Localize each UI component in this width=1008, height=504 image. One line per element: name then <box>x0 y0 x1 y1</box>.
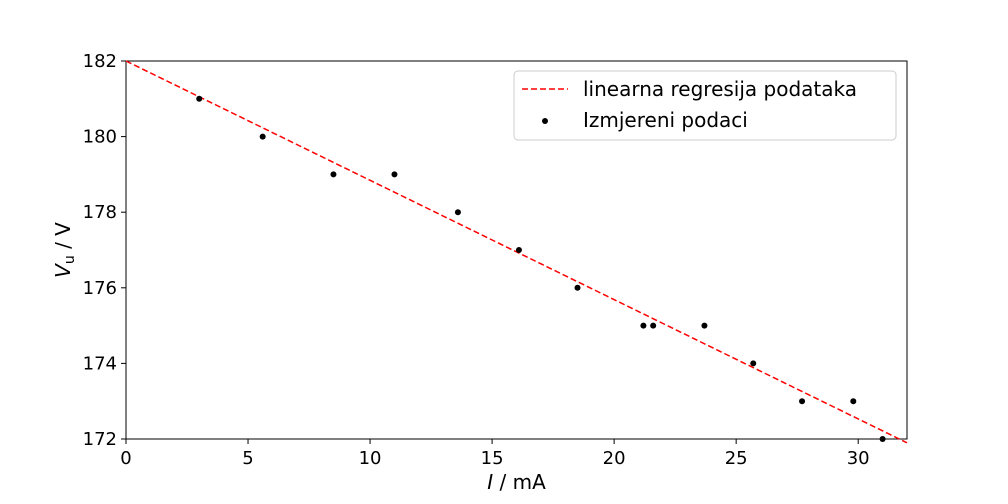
legend-measured-swatch <box>542 118 548 124</box>
x-axis-label-unit: / mA <box>493 470 546 494</box>
y-tick-label: 182 <box>83 51 117 72</box>
data-point <box>574 284 581 291</box>
y-axis-label-unit: / V <box>51 222 75 255</box>
data-point <box>701 322 708 329</box>
data-point <box>259 133 266 140</box>
data-point <box>850 398 857 405</box>
data-point <box>515 247 522 253</box>
regression-line <box>125 60 908 444</box>
data-point <box>650 322 657 329</box>
y-tick-label: 180 <box>83 127 117 148</box>
x-tick-label: 10 <box>359 448 382 469</box>
y-axis-label-symbol: V <box>51 263 75 278</box>
x-tick-label: 20 <box>603 448 626 469</box>
x-tick-label: 30 <box>847 448 870 469</box>
data-point <box>750 360 757 367</box>
legend: linearna regresija podataka Izmjereni po… <box>513 70 897 141</box>
plot-area: 0 5 10 15 20 25 30 172 174 176 178 180 182 <box>83 51 908 469</box>
x-tick-label: 15 <box>481 448 504 469</box>
legend-regression-label: linearna regresija podataka <box>583 77 857 101</box>
x-tick-label: 0 <box>120 448 131 469</box>
y-tick-label: 176 <box>83 278 117 299</box>
legend-measured-label: Izmjereni podaci <box>583 108 748 132</box>
y-axis-label-subscript: u <box>62 255 78 264</box>
x-axis-ticks: 0 5 10 15 20 25 30 <box>120 439 870 469</box>
plot-frame <box>125 60 908 440</box>
data-point <box>640 322 647 329</box>
y-axis-ticks: 172 174 176 178 180 182 <box>83 51 126 450</box>
data-point <box>330 171 337 178</box>
data-point <box>391 171 398 178</box>
x-tick-label: 25 <box>725 448 748 469</box>
series-layer <box>125 60 908 444</box>
data-point <box>454 209 461 216</box>
y-tick-label: 172 <box>83 429 117 450</box>
data-point <box>799 398 806 405</box>
x-axis-label-symbol: I <box>487 470 493 494</box>
legend-box <box>513 70 897 141</box>
data-point <box>879 436 886 442</box>
y-tick-label: 174 <box>83 353 117 374</box>
y-tick-label: 178 <box>83 202 117 223</box>
x-axis-label: I / mA <box>487 470 546 494</box>
x-tick-label: 5 <box>242 448 253 469</box>
y-axis-label: Vu / V <box>51 222 78 278</box>
data-point <box>196 95 203 102</box>
